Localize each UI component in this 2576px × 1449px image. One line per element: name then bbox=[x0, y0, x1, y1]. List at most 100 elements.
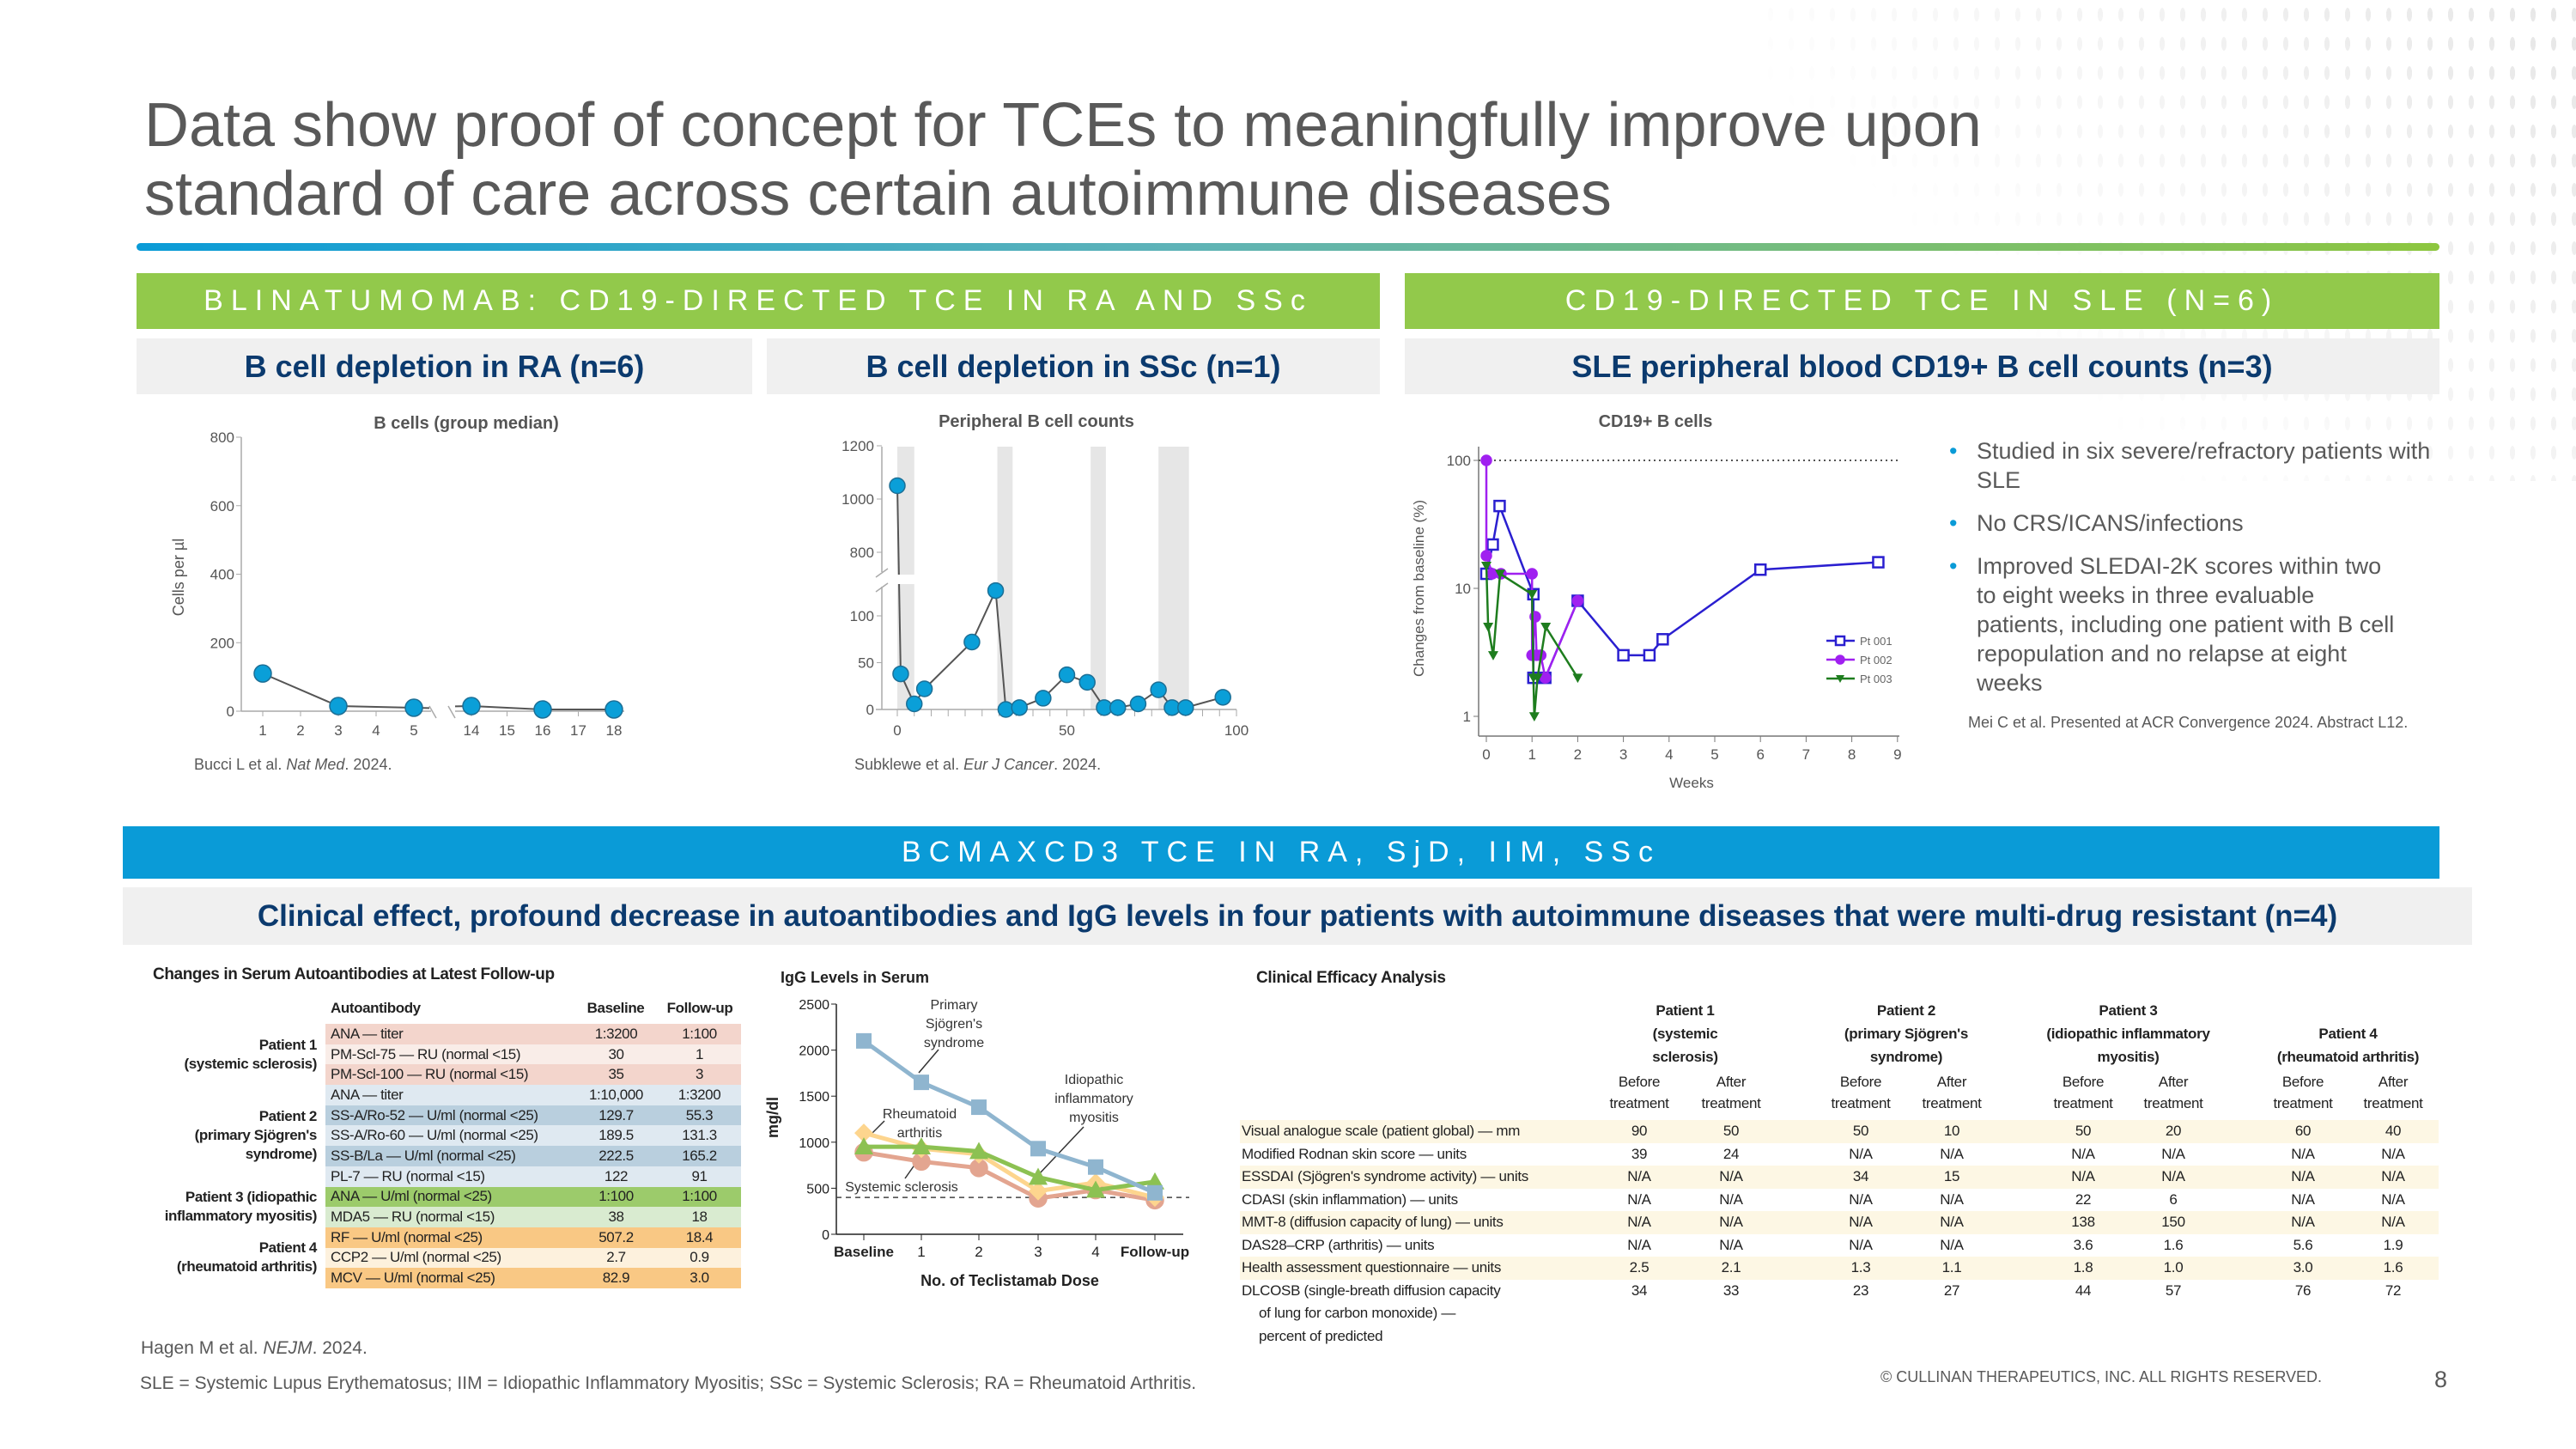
axis-break-gap bbox=[859, 575, 962, 584]
legend-label: Pt 002 bbox=[1860, 654, 1893, 667]
y-tick-label: 50 bbox=[858, 655, 874, 672]
bullet-item: No CRS/ICANS/infections bbox=[1949, 508, 2447, 538]
x-tick-label: 16 bbox=[535, 722, 551, 739]
data-point bbox=[1753, 563, 1767, 576]
followup-value: 3 bbox=[695, 1066, 704, 1083]
y-tick-label: 100 bbox=[850, 608, 874, 624]
patient-label-line: (primary Sjögren's bbox=[194, 1127, 318, 1144]
data-point bbox=[963, 633, 981, 651]
data-point bbox=[892, 665, 909, 683]
autoantibody-name: SS-B/La — U/ml (normal <25) bbox=[331, 1147, 516, 1164]
patient-group: Patient 3 (idiopathic inflammatory myosit… bbox=[137, 1186, 741, 1227]
data-point bbox=[1150, 681, 1167, 698]
subheader-ssc: B cell depletion in SSc (n=1) bbox=[767, 338, 1380, 394]
x-axis-label: Weeks bbox=[1669, 775, 1714, 791]
y-axis-label: Changes from baseline (%) bbox=[1411, 500, 1427, 677]
annotation-iim: Idiopathic bbox=[1065, 1073, 1124, 1087]
data-point bbox=[1835, 654, 1845, 665]
x-tick-label: 1 bbox=[917, 1244, 925, 1260]
data-point bbox=[1572, 673, 1583, 684]
citation-ra: Bucci L et al. Nat Med. 2024. bbox=[194, 756, 392, 773]
citation-sle: Mei C et al. Presented at ACR Convergenc… bbox=[1968, 714, 2409, 731]
data-point bbox=[1035, 690, 1052, 707]
data-point bbox=[1483, 623, 1494, 632]
patient-label: Patient 4 (rheumatoid arthritis) bbox=[137, 1227, 325, 1288]
annotation-ssc: Systemic sclerosis bbox=[845, 1180, 958, 1195]
title-divider bbox=[137, 243, 2439, 251]
table-row: ANA — titer 1:10,000 1:3200 bbox=[325, 1085, 741, 1105]
legend-label: Pt 001 bbox=[1860, 635, 1893, 648]
data-point bbox=[253, 664, 272, 683]
data-point bbox=[1011, 699, 1028, 716]
data-point bbox=[969, 1142, 988, 1160]
patient-label-line: Patient 1 bbox=[258, 1036, 318, 1053]
y-tick-label: 10 bbox=[1455, 581, 1471, 597]
data-point bbox=[915, 680, 933, 697]
autoantibody-name: ANA — U/ml (normal <25) bbox=[331, 1188, 492, 1205]
data-point bbox=[1147, 1184, 1163, 1201]
treatment-band bbox=[1091, 447, 1106, 709]
autoantibody-name: PM-Scl-75 — RU (normal <15) bbox=[331, 1045, 521, 1062]
x-tick-label: 3 bbox=[1034, 1244, 1042, 1260]
decorative-dot-pattern bbox=[1760, 0, 2576, 481]
data-point bbox=[914, 1075, 929, 1091]
baseline-value: 1:3200 bbox=[594, 1025, 638, 1042]
data-point bbox=[404, 698, 423, 717]
data-point bbox=[971, 1099, 987, 1116]
data-point bbox=[1088, 1159, 1103, 1175]
autoantibody-name: PM-Scl-100 — RU (normal <15) bbox=[331, 1066, 529, 1083]
annotation-ra: arthritis bbox=[897, 1126, 942, 1141]
followup-value: 18.4 bbox=[685, 1228, 714, 1245]
y-tick-label: 200 bbox=[210, 635, 234, 651]
x-tick-label: 1 bbox=[258, 722, 266, 739]
followup-value: 1:100 bbox=[682, 1025, 717, 1042]
data-point bbox=[906, 695, 923, 713]
data-point bbox=[1834, 635, 1846, 647]
data-point bbox=[1532, 673, 1543, 684]
x-tick-label: 14 bbox=[464, 722, 480, 739]
x-tick-label: 18 bbox=[606, 722, 623, 739]
followup-value: 3.0 bbox=[690, 1269, 709, 1287]
y-axis-label: mg/dl bbox=[764, 1097, 781, 1138]
annotation-leader bbox=[918, 1049, 939, 1074]
title-line-2: standard of care across certain autoimmu… bbox=[144, 160, 1612, 228]
data-point bbox=[1526, 568, 1538, 580]
patient-label-line: (rheumatoid arthritis) bbox=[176, 1258, 318, 1275]
subheader-sle: SLE peripheral blood CD19+ B cell counts… bbox=[1405, 338, 2439, 394]
baseline-value: 2.7 bbox=[606, 1249, 626, 1266]
data-point bbox=[1029, 1167, 1048, 1185]
annotation-sjogren: Primary bbox=[930, 998, 977, 1013]
data-point bbox=[1480, 550, 1492, 562]
data-point bbox=[1487, 651, 1498, 661]
followup-value: 0.9 bbox=[690, 1249, 709, 1266]
table-row: SS-B/La — U/ml (normal <25) 222.5 165.2 bbox=[325, 1146, 741, 1166]
data-point bbox=[533, 700, 552, 719]
chart-igg-levels: IgG Levels in Serum mg/dl No. of Teclist… bbox=[764, 969, 1189, 1289]
series-line bbox=[864, 1144, 1156, 1193]
x-tick-label: 17 bbox=[570, 722, 586, 739]
annotation-ra: Rheumatoid bbox=[883, 1107, 957, 1122]
y-tick-label: 800 bbox=[850, 545, 874, 561]
data-point bbox=[1086, 1180, 1105, 1198]
x-tick-label: 3 bbox=[1619, 746, 1627, 763]
autoantibody-name: PL-7 — RU (normal <15) bbox=[331, 1167, 485, 1184]
data-point bbox=[1058, 666, 1076, 684]
treatment-band bbox=[997, 447, 1013, 709]
baseline-value: 82.9 bbox=[602, 1269, 630, 1287]
series-line bbox=[863, 1150, 1156, 1202]
section-header-sle: CD19-DIRECTED TCE IN SLE (N=6) bbox=[1405, 273, 2439, 329]
followup-value: 1:3200 bbox=[677, 1086, 721, 1103]
subheader-ra: B cell depletion in RA (n=6) bbox=[137, 338, 752, 394]
citation-ssc: Subklewe et al. Eur J Cancer. 2024. bbox=[854, 756, 1102, 773]
chart-title: Peripheral B cell counts bbox=[939, 412, 1134, 431]
patient-label-line: (systemic sclerosis) bbox=[184, 1055, 317, 1072]
table-row: ANA — titer 1:3200 1:100 bbox=[325, 1024, 741, 1044]
x-tick-label: 5 bbox=[1710, 746, 1718, 763]
x-tick-label: 15 bbox=[499, 722, 515, 739]
patient-label-line: inflammatory myositis) bbox=[164, 1208, 318, 1225]
data-point bbox=[1129, 695, 1147, 713]
data-point bbox=[1571, 594, 1584, 607]
patient-label-line: syndrome) bbox=[245, 1146, 318, 1163]
data-point bbox=[1617, 648, 1630, 662]
data-point bbox=[1540, 623, 1552, 632]
